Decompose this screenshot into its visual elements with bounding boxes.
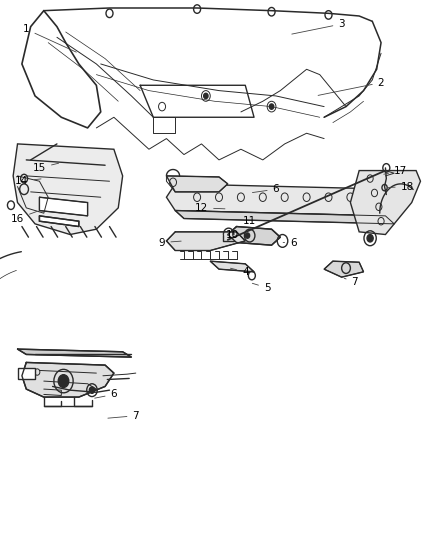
Text: 16: 16: [11, 212, 37, 223]
Circle shape: [245, 233, 250, 238]
Text: 10: 10: [226, 230, 239, 239]
Text: 5: 5: [252, 283, 271, 293]
Polygon shape: [22, 362, 114, 397]
Text: 1: 1: [23, 25, 76, 52]
Text: 11: 11: [243, 216, 256, 226]
Circle shape: [89, 387, 95, 393]
Polygon shape: [18, 368, 35, 379]
Text: 4: 4: [230, 267, 249, 277]
Text: 17: 17: [384, 166, 407, 175]
Circle shape: [367, 235, 373, 242]
Polygon shape: [166, 176, 228, 192]
Polygon shape: [18, 349, 131, 357]
Text: 15: 15: [33, 163, 59, 173]
Text: 9: 9: [159, 238, 181, 247]
Polygon shape: [324, 261, 364, 277]
Text: 18: 18: [388, 182, 414, 191]
Polygon shape: [13, 144, 123, 235]
Text: 14: 14: [15, 176, 41, 186]
Text: 6: 6: [95, 390, 117, 399]
Polygon shape: [39, 216, 79, 227]
Text: 6: 6: [283, 238, 297, 247]
Polygon shape: [39, 197, 88, 216]
Circle shape: [269, 104, 274, 109]
Circle shape: [204, 93, 208, 99]
Text: 12: 12: [195, 203, 225, 213]
Text: 6: 6: [252, 184, 279, 194]
Text: 3: 3: [292, 19, 345, 34]
Text: 7: 7: [108, 411, 139, 421]
Text: 7: 7: [344, 278, 358, 287]
Circle shape: [61, 378, 66, 384]
Polygon shape: [210, 261, 254, 272]
Polygon shape: [175, 211, 394, 224]
Polygon shape: [166, 232, 245, 251]
Polygon shape: [228, 227, 280, 245]
Polygon shape: [350, 171, 420, 235]
Text: 2: 2: [318, 78, 385, 95]
Polygon shape: [166, 184, 403, 216]
Circle shape: [58, 375, 69, 387]
